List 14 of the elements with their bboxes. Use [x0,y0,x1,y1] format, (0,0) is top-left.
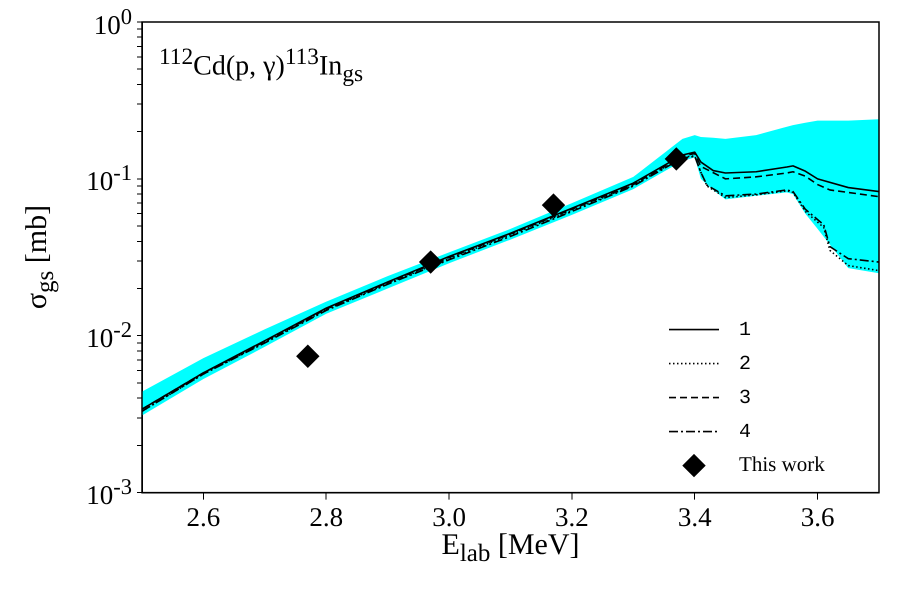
y-tick-label: 10$^{-1}$ [86,160,132,198]
x-tick-label: 2.8 [309,502,344,532]
legend-label: 2 [739,352,752,376]
legend-label: This work [739,452,826,476]
x-tick-label: 2.6 [186,502,220,532]
legend-label: 4 [739,420,752,444]
y-tick-label: 10$^{0}$ [94,4,132,40]
x-tick-label: 3.4 [678,502,712,532]
annotation: $^{112}$Cd(p, γ)$^{113}$In$_{gs}$ [159,44,364,88]
x-tick-label: 3.6 [800,502,834,532]
y-tick-label: 10$^{-3}$ [86,474,132,512]
y-tick-label: 10$^{-2}$ [86,317,132,354]
legend-label: 1 [739,318,752,342]
legend-label: 3 [739,386,752,410]
